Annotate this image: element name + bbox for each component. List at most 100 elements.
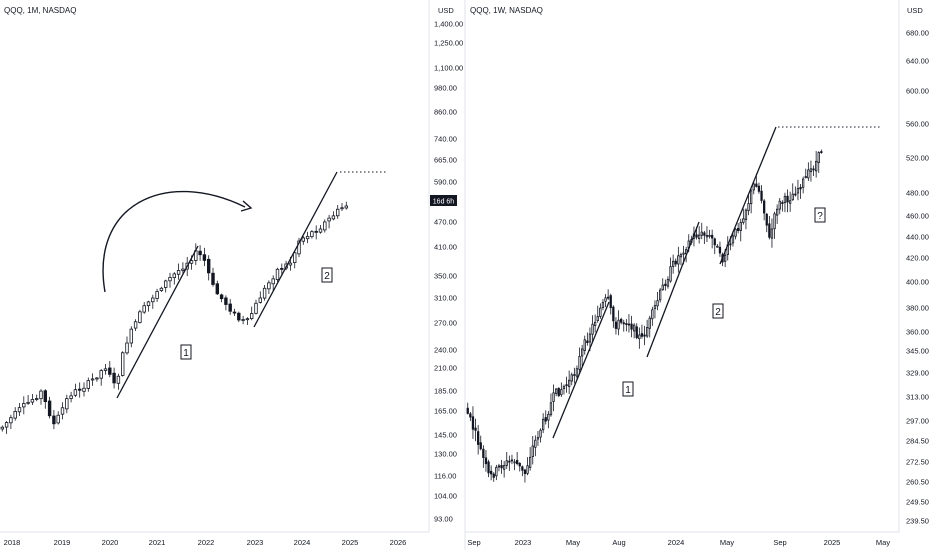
left-candle bbox=[65, 394, 69, 414]
right-candle bbox=[776, 204, 779, 224]
left-arrow-head-icon bbox=[240, 200, 253, 212]
right-candle bbox=[599, 303, 602, 319]
right-wave-label-question[interactable]: ? bbox=[814, 207, 826, 223]
right-candle bbox=[513, 458, 516, 471]
right-candle bbox=[718, 241, 722, 257]
left-price-label: 116.00 bbox=[434, 472, 456, 481]
left-candle bbox=[297, 237, 301, 258]
left-candle bbox=[47, 396, 52, 419]
left-time-axis[interactable]: 2018 2019 2020 2021 2022 2023 2024 2025 2026 bbox=[0, 531, 429, 547]
left-candle bbox=[237, 311, 241, 323]
left-candle bbox=[73, 383, 78, 398]
right-price-label: 380.00 bbox=[906, 304, 929, 313]
left-candle bbox=[26, 395, 30, 405]
left-time-label: 2019 bbox=[54, 538, 71, 547]
right-candle bbox=[703, 230, 706, 245]
left-wave-label-1[interactable]: 1 bbox=[180, 344, 192, 360]
right-currency-label: USD bbox=[907, 6, 923, 15]
right-impulse-line-3[interactable] bbox=[719, 126, 777, 265]
right-candle bbox=[620, 317, 623, 325]
right-candle bbox=[711, 229, 714, 249]
right-candle bbox=[653, 300, 657, 319]
right-price-label: 460.00 bbox=[906, 212, 929, 221]
left-price-label: 130.00 bbox=[434, 450, 457, 459]
left-candle bbox=[82, 382, 86, 397]
pane-right: QQQ, 1W, NASDAQ 1 2 ? USD 239.50 249.50 26… bbox=[465, 0, 929, 547]
left-candle bbox=[275, 267, 280, 282]
right-time-axis[interactable]: Sep 2023 May Aug 2024 May Sep 2025 May bbox=[465, 531, 899, 547]
left-candle bbox=[56, 411, 60, 425]
right-candle bbox=[817, 151, 820, 173]
left-candle bbox=[60, 402, 65, 420]
right-candle bbox=[705, 226, 709, 243]
right-candle bbox=[664, 279, 667, 291]
left-time-label: 2022 bbox=[198, 538, 215, 547]
left-price-axis[interactable]: USD 93.00 104.00 116.00 130.00 145.00 165.00 1… bbox=[428, 0, 463, 532]
right-candle bbox=[809, 160, 813, 182]
left-candle bbox=[335, 205, 340, 219]
right-impulse-line-1[interactable] bbox=[552, 301, 610, 439]
left-candle bbox=[35, 394, 39, 402]
left-curved-arrow[interactable] bbox=[102, 190, 246, 293]
right-candle bbox=[713, 237, 716, 255]
right-candle bbox=[786, 189, 789, 213]
right-wave-label-1[interactable]: 1 bbox=[622, 381, 634, 397]
right-time-label: Aug bbox=[612, 538, 625, 547]
right-candle bbox=[591, 315, 594, 343]
right-candle bbox=[466, 402, 469, 415]
left-time-label: 2020 bbox=[102, 538, 119, 547]
left-candle bbox=[90, 373, 95, 386]
right-candle bbox=[781, 200, 784, 212]
left-candle bbox=[228, 299, 232, 315]
left-candle bbox=[206, 255, 211, 281]
right-candle bbox=[747, 193, 750, 216]
right-candle bbox=[500, 459, 503, 474]
right-impulse-line-2[interactable] bbox=[646, 221, 700, 358]
right-candle bbox=[518, 462, 521, 472]
left-time-label: 2024 bbox=[294, 538, 311, 547]
right-candle bbox=[770, 218, 774, 248]
right-candle bbox=[604, 294, 607, 308]
right-candle bbox=[479, 435, 482, 451]
right-candle bbox=[544, 410, 547, 425]
left-candle bbox=[142, 302, 146, 314]
right-candle bbox=[516, 451, 519, 466]
left-wave-label-2[interactable]: 2 bbox=[321, 267, 333, 283]
right-price-axis[interactable]: USD 239.50 249.50 260.50 272.50 284.50 297.00… bbox=[898, 0, 929, 532]
right-price-label: 313.00 bbox=[906, 393, 929, 402]
left-countdown-text: 16d 6h bbox=[433, 199, 455, 206]
pane-right-title: QQQ, 1W, NASDAQ bbox=[470, 6, 543, 15]
left-candle bbox=[258, 291, 262, 304]
right-candle bbox=[796, 179, 800, 201]
right-price-label: 249.50 bbox=[906, 498, 929, 507]
left-candle bbox=[310, 230, 314, 239]
right-candle bbox=[549, 393, 553, 417]
right-candle bbox=[757, 182, 761, 194]
right-candle bbox=[640, 324, 644, 339]
right-candle bbox=[565, 376, 568, 393]
left-candle bbox=[133, 319, 138, 332]
right-candle bbox=[778, 197, 781, 215]
left-candle bbox=[232, 308, 237, 317]
right-candle bbox=[656, 291, 659, 311]
left-candle bbox=[327, 214, 331, 229]
right-candle bbox=[783, 192, 787, 213]
right-price-label: 260.50 bbox=[906, 478, 929, 487]
right-candle bbox=[804, 168, 807, 179]
left-price-label: 270.00 bbox=[434, 319, 457, 328]
left-candle bbox=[331, 211, 336, 221]
right-candle bbox=[539, 428, 542, 443]
right-candle bbox=[521, 465, 524, 477]
right-wave-label-2[interactable]: 2 bbox=[712, 303, 724, 319]
right-candle bbox=[799, 184, 802, 199]
left-impulse-line-2[interactable] bbox=[253, 171, 338, 328]
left-impulse-line-1[interactable] bbox=[116, 245, 199, 399]
right-candle bbox=[495, 464, 498, 481]
right-time-label: May bbox=[876, 538, 890, 547]
left-candle bbox=[151, 294, 155, 309]
right-candle bbox=[489, 465, 493, 481]
right-candle bbox=[562, 384, 566, 395]
left-candle bbox=[30, 394, 35, 406]
